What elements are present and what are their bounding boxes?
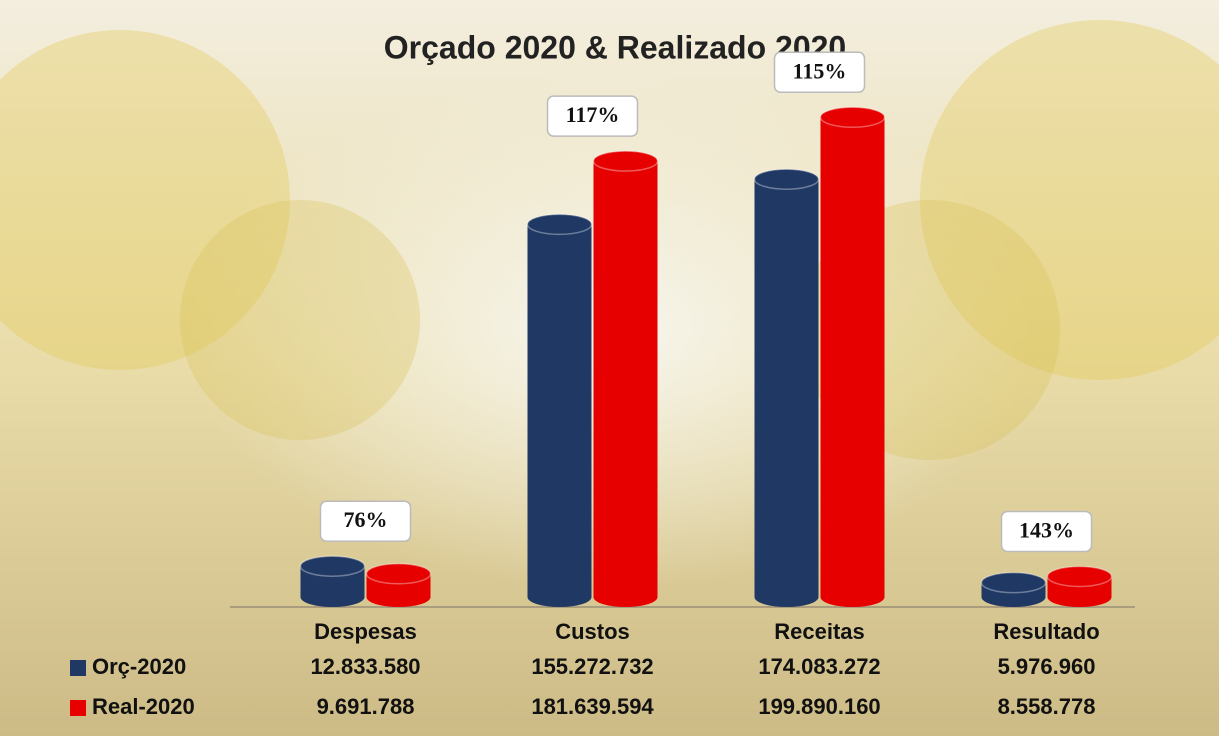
annotation: 117% [566,102,620,127]
legend-label: Orç-2020 [92,654,186,679]
annotation-box [319,500,412,542]
table-value: 174.083.272 [758,654,880,679]
bar-cap [365,562,432,585]
chart-title: Orçado 2020 & Realizado 2020 [384,29,846,65]
table-value: 12.833.580 [310,654,420,679]
annotation-box [546,95,639,137]
table-value: 8.558.778 [998,694,1096,719]
table-value: 9.691.788 [317,694,415,719]
bar-cap [753,168,820,190]
bar-cap [1046,565,1113,588]
annotation: 143% [1019,518,1074,543]
annotation-box [1000,510,1093,553]
x-tick-label: Despesas [314,619,417,644]
x-tick-label: Custos [555,619,630,644]
annotation: 76% [344,507,388,532]
foliage [0,30,290,370]
foliage [920,20,1219,380]
bar-cap [819,106,886,129]
legend-label: Real-2020 [92,694,195,719]
bar [820,117,885,598]
bar-cap [592,150,659,172]
x-tick-label: Resultado [993,619,1099,644]
bar-cap [980,571,1047,594]
table-value: 155.272.732 [531,654,653,679]
table-value: 199.890.160 [758,694,880,719]
x-tick-label: Receitas [774,619,865,644]
bar [593,161,658,597]
legend-swatch [70,660,86,676]
legend-swatch [70,700,86,716]
table-value: 181.639.594 [531,694,654,719]
table-value: 5.976.960 [998,654,1096,679]
annotation-box [773,51,866,94]
bar-cap [299,555,366,577]
annotation: 115% [793,58,847,83]
bar [527,224,592,597]
bar [754,179,819,598]
bar-cap [526,213,593,236]
foliage [180,200,420,440]
